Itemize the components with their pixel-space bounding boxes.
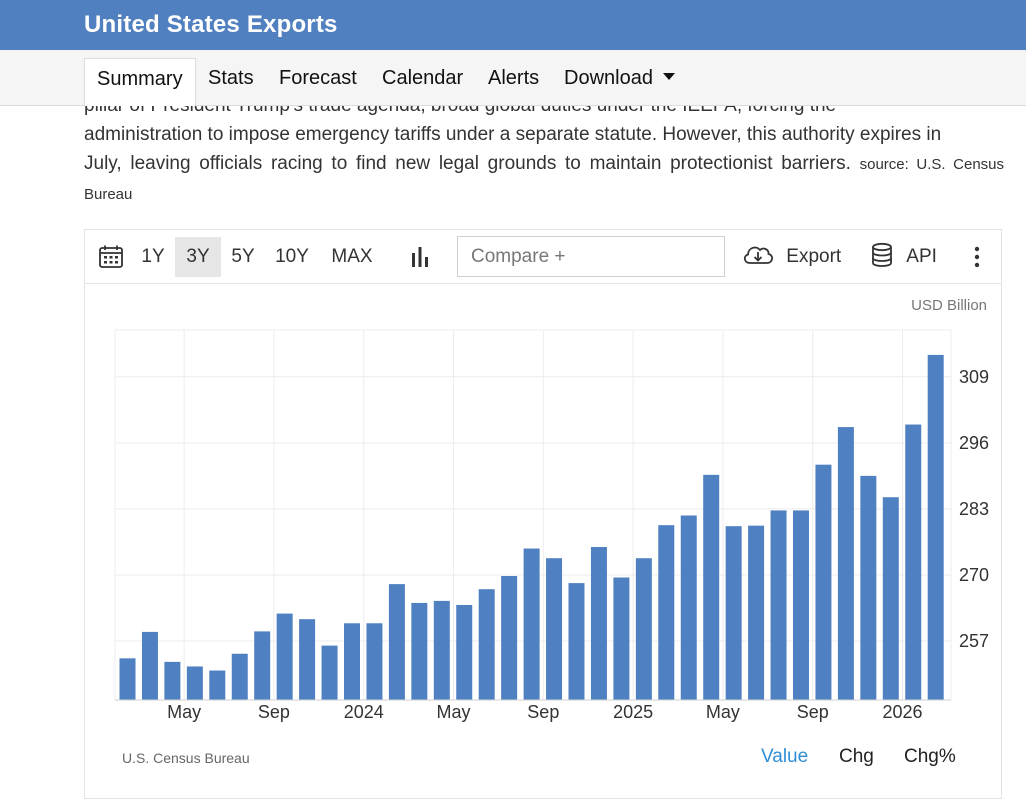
chart-bar[interactable]	[703, 474, 720, 700]
chart-bar[interactable]	[141, 631, 158, 700]
chart-bar[interactable]	[186, 666, 203, 700]
y-tick-label: 296	[959, 433, 989, 453]
x-tick-label: May	[437, 702, 471, 722]
chart-type-icon[interactable]	[405, 237, 435, 277]
chart-bar[interactable]	[164, 661, 181, 700]
chart-bar[interactable]	[456, 604, 473, 700]
tab-chg-percent[interactable]: Chg%	[904, 746, 956, 767]
x-tick-label: 2025	[613, 702, 653, 722]
api-button[interactable]: API	[871, 237, 951, 277]
x-tick-label: May	[167, 702, 201, 722]
chart-bar[interactable]	[927, 354, 944, 700]
chart-bar[interactable]	[882, 497, 899, 700]
chart-bar[interactable]	[478, 589, 495, 700]
bar-chart: 257 270 283 296 309 May Sep 2024 May Sep 2025 May Se…	[114, 329, 989, 722]
tab-chg[interactable]: Chg	[839, 746, 874, 767]
article-line: pillar of President Trump's trade agenda…	[84, 106, 1004, 120]
article-source: source: U.S. Census Bureau	[84, 156, 1004, 203]
chart-bar[interactable]	[770, 510, 787, 700]
nav-bar: Summary Stats Forecast Calendar Alerts D…	[0, 50, 1026, 106]
article-text: pillar of President Trump's trade agenda…	[84, 106, 1004, 206]
y-tick-label: 309	[959, 367, 989, 387]
chart-bar[interactable]	[905, 424, 922, 700]
chart-bar[interactable]	[299, 619, 316, 700]
chart-bar[interactable]	[860, 475, 877, 700]
tab-download[interactable]: Download	[552, 58, 687, 106]
chart-bar[interactable]	[658, 525, 675, 700]
tab-stats[interactable]: Stats	[208, 67, 254, 89]
compare-input[interactable]: Compare +	[457, 236, 725, 277]
range-5y-button[interactable]: 5Y	[231, 246, 255, 267]
chart-bar[interactable]	[680, 515, 697, 700]
tab-download-label: Download	[564, 67, 653, 89]
chart-bar[interactable]	[119, 658, 136, 700]
chart-bar[interactable]	[388, 584, 405, 700]
range-max-button[interactable]: MAX	[331, 246, 373, 267]
y-tick-label: 270	[959, 565, 989, 585]
y-tick-label: 257	[959, 631, 989, 651]
tab-forecast[interactable]: Forecast	[279, 67, 357, 89]
cloud-download-icon	[743, 246, 773, 264]
chart-panel: 1Y 3Y 5Y 10Y MAX Compare + Export	[84, 229, 1002, 799]
page-title: United States Exports	[84, 11, 338, 38]
chart-bar[interactable]	[635, 558, 652, 700]
tab-value[interactable]: Value	[761, 746, 809, 767]
chart-bar[interactable]	[523, 548, 540, 700]
article-line: administration to impose emergency tarif…	[84, 124, 942, 145]
x-tick-label: Sep	[797, 702, 829, 722]
chart-bar[interactable]	[276, 613, 293, 700]
x-tick-label: 2024	[344, 702, 384, 722]
chart-unit-label: USD Billion	[911, 297, 987, 314]
x-tick-label: 2026	[883, 702, 923, 722]
chart-bar[interactable]	[568, 583, 585, 700]
calendar-icon[interactable]	[95, 237, 127, 277]
x-tick-label: Sep	[258, 702, 290, 722]
range-1y-button[interactable]: 1Y	[141, 246, 165, 267]
chart-bar[interactable]	[366, 623, 383, 700]
range-10y-button[interactable]: 10Y	[275, 246, 309, 267]
header-bar: United States Exports	[0, 0, 1026, 50]
chart-bar[interactable]	[501, 575, 518, 700]
chart-bar[interactable]	[433, 600, 450, 700]
chart-bar[interactable]	[725, 526, 742, 700]
y-tick-label: 283	[959, 499, 989, 519]
chart-bar[interactable]	[793, 510, 809, 700]
export-button[interactable]: Export	[741, 237, 851, 277]
tab-summary[interactable]: Summary	[84, 58, 196, 106]
api-label: API	[906, 246, 937, 267]
tab-alerts[interactable]: Alerts	[488, 67, 540, 89]
article-line: July, leaving officials racing to find n…	[84, 153, 1004, 203]
chart-area: USD Billion 257 270 283 296 309 May Sep 2024 May…	[85, 285, 1001, 725]
chart-toolbar: 1Y 3Y 5Y 10Y MAX Compare + Export	[85, 230, 1001, 284]
range-3y-button[interactable]: 3Y	[175, 237, 221, 277]
chart-source: U.S. Census Bureau	[122, 750, 250, 766]
database-icon	[872, 242, 892, 267]
chart-bar[interactable]	[815, 464, 832, 700]
chart-bar[interactable]	[546, 558, 563, 700]
chart-bar[interactable]	[344, 623, 360, 700]
chart-bar[interactable]	[321, 645, 338, 700]
export-label: Export	[786, 246, 842, 267]
chart-bar[interactable]	[613, 577, 630, 700]
chart-bar[interactable]	[254, 631, 271, 700]
chevron-down-icon	[662, 73, 675, 81]
chart-bar[interactable]	[231, 653, 248, 700]
chart-bar[interactable]	[590, 547, 607, 700]
chart-bar[interactable]	[209, 670, 226, 700]
chart-bar[interactable]	[837, 427, 854, 700]
tab-calendar[interactable]: Calendar	[382, 67, 464, 89]
more-options-icon[interactable]	[965, 237, 989, 277]
x-tick-label: May	[706, 702, 740, 722]
x-tick-label: Sep	[527, 702, 559, 722]
chart-bar[interactable]	[748, 525, 765, 700]
chart-bar[interactable]	[411, 602, 428, 700]
